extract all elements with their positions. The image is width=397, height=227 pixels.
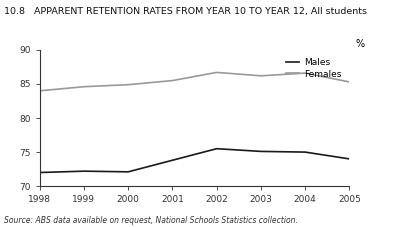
Males (81, 170, 86, 173)
Text: Source: ABS data available on request, National Schools Statistics collection.: Source: ABS data available on request, N… (4, 216, 298, 225)
Males (170, 159, 175, 162)
Females (81, 85, 86, 88)
Males (126, 170, 131, 173)
Line: Females: Females (40, 72, 349, 91)
Females (170, 79, 175, 82)
Females (37, 89, 42, 92)
Males (303, 151, 308, 153)
Females (126, 83, 131, 86)
Text: 10.8   APPARENT RETENTION RATES FROM YEAR 10 TO YEAR 12, All students: 10.8 APPARENT RETENTION RATES FROM YEAR … (4, 7, 367, 16)
Females (303, 72, 308, 74)
Males (258, 150, 263, 153)
Females (258, 74, 263, 77)
Males (214, 147, 219, 150)
Males (347, 158, 352, 160)
Text: %: % (356, 39, 365, 49)
Females (214, 71, 219, 74)
Line: Males: Males (40, 149, 349, 173)
Females (347, 81, 352, 83)
Males (37, 171, 42, 174)
Legend: Males, Females: Males, Females (282, 54, 345, 82)
